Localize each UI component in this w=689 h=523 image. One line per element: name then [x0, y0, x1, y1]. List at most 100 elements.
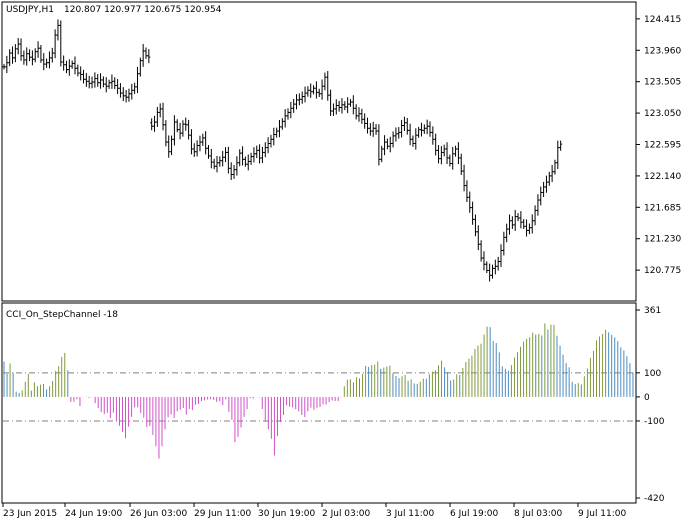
price-bar: [5, 55, 9, 74]
price-bar: [297, 93, 301, 106]
price-bar: [187, 119, 191, 140]
price-bar: [329, 89, 333, 116]
price-bar: [99, 73, 103, 89]
price-bar: [232, 164, 236, 179]
price-bar: [155, 106, 159, 127]
cci-tick-label: -420: [644, 494, 665, 504]
price-bar: [73, 56, 77, 75]
price-bar: [434, 133, 438, 156]
price-bar: [300, 91, 304, 104]
price-tick-label: 123.505: [644, 78, 681, 88]
price-bar: [346, 97, 350, 114]
price-bar: [127, 88, 131, 102]
price-bar: [366, 117, 370, 134]
price-bar: [340, 98, 344, 114]
price-bar: [28, 49, 32, 62]
price-tick-label: 121.230: [644, 235, 681, 245]
price-bar: [224, 147, 228, 163]
price-symbol-title: USDJPY,H1: [6, 5, 54, 15]
price-bar: [525, 219, 529, 237]
indicator-axis: 361 100 0 -100 -420: [636, 306, 665, 504]
price-bar: [286, 108, 290, 120]
price-bar: [19, 38, 23, 61]
price-bar: [206, 145, 210, 159]
price-bar: [377, 124, 381, 166]
price-bar: [243, 156, 247, 167]
price-bar: [133, 82, 137, 95]
price-bar: [178, 122, 182, 140]
price-bar: [428, 121, 432, 137]
price-bar: [8, 49, 12, 67]
price-bar: [226, 146, 230, 174]
price-bar: [42, 53, 46, 71]
price-bar: [323, 72, 327, 91]
price-bar: [468, 191, 472, 213]
price-bar: [39, 44, 43, 63]
price-bar: [289, 101, 293, 119]
price-bar: [368, 123, 372, 136]
price-bar: [164, 120, 168, 147]
price-bar: [559, 140, 563, 151]
price-bar: [252, 147, 256, 163]
price-bar: [326, 70, 330, 101]
price-bar: [150, 118, 154, 131]
price-bar: [172, 115, 176, 146]
price-bar: [50, 47, 54, 63]
price-bar: [87, 75, 91, 89]
price-bar: [519, 211, 523, 229]
price-bar: [405, 117, 409, 135]
price-bar: [445, 142, 449, 165]
price-bar: [317, 88, 321, 98]
price-bar: [306, 86, 310, 97]
price-bar: [488, 263, 492, 282]
time-tick-label: 2 Jul 03:00: [322, 509, 371, 519]
price-bar: [348, 99, 352, 107]
price-bar: [490, 264, 494, 279]
price-bar: [116, 78, 120, 95]
price-bar: [451, 146, 455, 170]
price-bar: [544, 175, 548, 193]
price-bar: [56, 19, 60, 41]
price-bar: [135, 66, 139, 93]
price-bar: [439, 146, 443, 165]
price-bar: [550, 164, 554, 183]
price-bar: [215, 156, 219, 173]
price-bar: [275, 127, 279, 138]
price-bar: [161, 102, 165, 131]
price-bar: [309, 83, 313, 98]
price-bar: [59, 20, 63, 67]
price-bar: [539, 186, 543, 206]
price-bar: [158, 103, 162, 118]
price-bar: [255, 145, 259, 159]
price-bar: [371, 121, 375, 137]
price-bar: [184, 117, 188, 131]
price-bar: [110, 74, 114, 89]
price-bar: [76, 64, 80, 77]
price-bar: [260, 146, 264, 164]
price-tick-label: 123.050: [644, 109, 681, 119]
price-bar: [90, 76, 94, 89]
price-bar: [417, 126, 421, 138]
price-pane[interactable]: [1, 1, 637, 302]
price-bar: [70, 60, 74, 69]
price-bar: [93, 72, 97, 88]
indicator-pane[interactable]: [1, 302, 637, 504]
price-bar: [320, 79, 324, 100]
time-tick-label: 24 Jun 19:00: [65, 509, 122, 519]
price-bar: [357, 107, 361, 122]
price-bar: [11, 46, 15, 64]
price-bar: [536, 194, 540, 216]
price-bar: [13, 44, 17, 63]
price-bar: [473, 214, 477, 237]
price-bar: [209, 148, 213, 169]
price-bar: [496, 256, 500, 271]
price-bar: [510, 216, 514, 229]
cci-tick-label: 0: [644, 393, 650, 403]
price-bar: [124, 89, 128, 103]
price-bar: [383, 135, 387, 156]
price-bar: [258, 144, 262, 164]
price-bar: [113, 77, 117, 90]
price-bar: [360, 108, 364, 124]
price-bar: [343, 101, 347, 111]
